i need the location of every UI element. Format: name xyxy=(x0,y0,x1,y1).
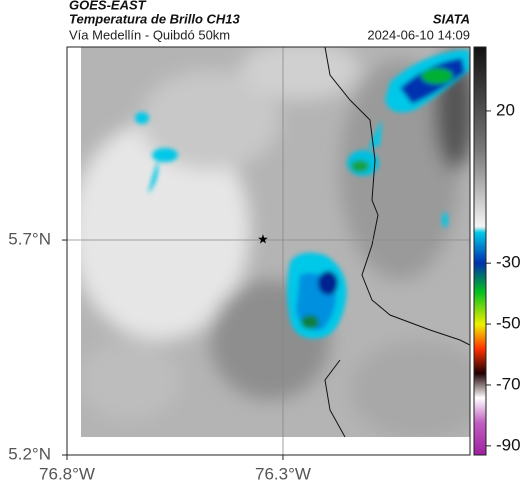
site-marker: ★ xyxy=(257,231,269,246)
colorbar xyxy=(473,46,487,456)
border-line xyxy=(324,47,470,437)
y-tick-label: 5.2°N xyxy=(8,444,51,463)
map-frame xyxy=(66,46,471,456)
colorbar-tick-label: -90 xyxy=(496,435,521,454)
colorbar-tick-label: 20 xyxy=(496,100,515,119)
route: Vía Medellín - Quibdó 50km xyxy=(69,27,230,42)
y-tick-label: 5.7°N xyxy=(8,230,51,249)
colorbar-tick-label: -70 xyxy=(496,374,521,393)
source: SIATA xyxy=(433,11,470,26)
x-tick-label: 76.3°W xyxy=(255,464,311,483)
satellite-image xyxy=(81,47,470,437)
datetime: 2024-06-10 14:09 xyxy=(367,27,470,42)
x-tick-label: 76.8°W xyxy=(39,464,95,483)
colorbar-tick-label: -50 xyxy=(496,314,521,333)
subtitle: Temperatura de Brillo CH13 xyxy=(69,11,241,26)
title: GOES-EAST xyxy=(69,0,147,12)
colorbar-tick-label: -30 xyxy=(496,253,521,272)
